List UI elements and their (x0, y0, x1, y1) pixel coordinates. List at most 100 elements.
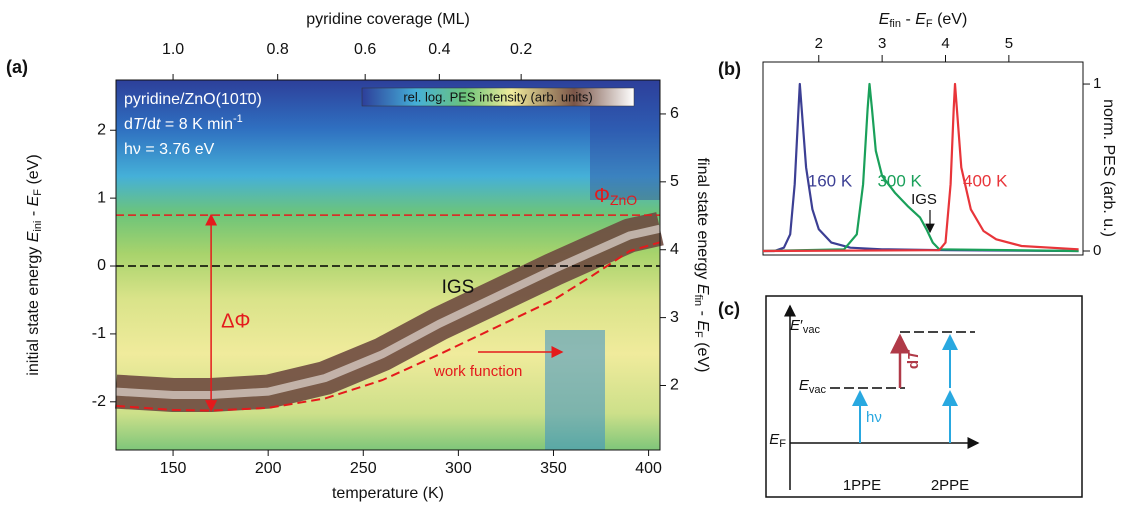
x-tick-label: 5 (1005, 35, 1013, 52)
label-dt: dT (905, 349, 922, 369)
label-part: fin (692, 295, 704, 307)
y-tick-label: -2 (92, 393, 106, 410)
heatmap-region (545, 330, 605, 450)
series-label: 300 K (877, 171, 922, 190)
x-tick-label: 300 (445, 460, 472, 477)
label-hv: hν (866, 409, 882, 426)
igs-label: IGS (911, 191, 937, 208)
label-part: initial state energy (25, 242, 42, 375)
label-part: T (133, 116, 144, 133)
x-tick-label: 4 (941, 35, 949, 52)
label-part: Φ (594, 185, 610, 207)
work-function-label: work function (433, 363, 522, 380)
x2-tick-label: 1.0 (162, 41, 184, 58)
label-part: d (124, 116, 133, 133)
delta-phi-label: ΔΦ (221, 310, 250, 332)
label-evac-prime: E′vac (790, 317, 820, 336)
label-evac: Evac (799, 377, 827, 396)
x2-tick-label: 0.2 (510, 41, 532, 58)
label-part: E (879, 11, 890, 28)
label-part: /d (143, 116, 156, 133)
label-2ppe: 2PPE (931, 477, 969, 494)
x2-axis-label: pyridine coverage (ML) (306, 11, 470, 28)
label-part: - (25, 206, 42, 220)
x-tick-label: 400 (635, 460, 662, 477)
y2-tick-label: 6 (670, 105, 679, 122)
label-part: d (905, 360, 922, 369)
x-tick-label: 2 (815, 35, 823, 52)
work-function-curve (115, 241, 661, 412)
y-tick-label: 1 (97, 189, 106, 206)
y-tick-label: 0 (97, 257, 106, 274)
intensity-ridge-core (115, 224, 661, 399)
x2-tick-label: 0.6 (354, 41, 376, 58)
label-part: F (692, 331, 704, 338)
x-tick-label: 3 (878, 35, 886, 52)
y2-axis-label: final state energy Efin - EF (eV) (692, 158, 711, 373)
label-part: t (156, 116, 161, 133)
colorbar-label: rel. log. PES intensity (arb. units) (403, 89, 592, 104)
label-part: (eV) (933, 11, 968, 28)
x-axis-label: temperature (K) (332, 485, 444, 502)
label-part: - (694, 306, 711, 320)
spectrum-line (762, 82, 1079, 253)
label-1ppe: 1PPE (843, 477, 881, 494)
panel-frame (765, 295, 1083, 498)
label-part: E (799, 377, 810, 394)
spectrum-line (762, 82, 1079, 253)
label-part: E (694, 284, 711, 295)
label-part: fin (889, 18, 901, 30)
label-part: - (901, 11, 915, 28)
label-part: final state energy (694, 158, 711, 284)
label-part: E (790, 317, 801, 334)
label-part: F (32, 189, 44, 196)
igs-label: IGS (442, 277, 475, 298)
label-part: hν = 3.76 eV (124, 141, 215, 158)
phi-zno-label: ΦZnO (594, 185, 637, 207)
y-tick-label: 1 (1093, 75, 1101, 92)
x2-tick-label: 0.8 (267, 41, 289, 58)
y2-tick-label: 3 (670, 309, 679, 326)
x-tick-label: 350 (540, 460, 567, 477)
y-axis-label: initial state energy Eini - EF (eV) (25, 154, 44, 375)
series-label: 160 K (808, 171, 853, 190)
label-part: E (25, 195, 42, 206)
label-part: -1 (233, 113, 243, 125)
label-part: vac (803, 324, 821, 336)
label-part: (eV) (25, 154, 42, 189)
y-tick-label: -1 (92, 325, 106, 342)
info-text: hν = 3.76 eV (124, 141, 215, 158)
panel-label: (a) (6, 57, 28, 77)
y2-tick-label: 2 (670, 377, 679, 394)
label-part: F (779, 438, 786, 450)
y-tick-label: 2 (97, 121, 106, 138)
colorbar (361, 87, 635, 107)
label-part: E (25, 231, 42, 242)
info-text: pyridine/ZnO(101̄0) (124, 91, 262, 108)
label-part: ini (32, 221, 44, 232)
y2-tick-label: 5 (670, 173, 679, 190)
label-part: pyridine/ZnO(101̄0) (124, 91, 262, 108)
x-tick-label: 200 (255, 460, 282, 477)
x-tick-label: 150 (160, 460, 187, 477)
y2-tick-label: 4 (670, 241, 679, 258)
y-tick-label: 0 (1093, 242, 1101, 259)
label-part: E (915, 11, 926, 28)
plot-frame (762, 61, 1084, 256)
plot-frame (115, 79, 661, 451)
label-part: ′ (800, 317, 803, 334)
x2-tick-label: 0.4 (428, 41, 450, 58)
label-part: T (905, 349, 922, 360)
panel-label: (b) (718, 59, 741, 79)
label-part: = 8 K min (160, 116, 232, 133)
label-part: E (769, 431, 780, 448)
x-tick-label: 250 (350, 460, 377, 477)
label-part: ZnO (610, 192, 637, 208)
label-part: F (926, 18, 933, 30)
series-label: 400 K (963, 171, 1008, 190)
label-ef: EF (769, 431, 786, 450)
panel-c: E′vac Evac EF hν dT 1PPE 2PPE (765, 295, 1083, 498)
y-axis-label: norm. PES (arb. u.) (1100, 99, 1117, 237)
